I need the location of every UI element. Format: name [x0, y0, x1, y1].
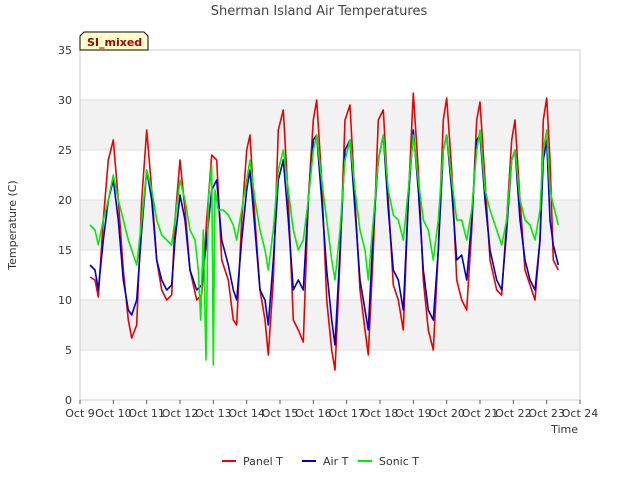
legend-label-sonic-t: Sonic T: [379, 455, 419, 468]
y-tick-label: 30: [58, 94, 72, 107]
x-tick-label: Oct 24: [562, 407, 599, 420]
badge-background: [79, 31, 149, 51]
x-tick-label: Oct 17: [328, 407, 365, 420]
badge-label: SI_mixed: [87, 36, 142, 49]
y-tick-label: 15: [58, 244, 72, 257]
legend: Panel T Air T Sonic T: [222, 455, 419, 468]
x-tick-label: Oct 12: [162, 407, 199, 420]
y-tick-label: 35: [58, 44, 72, 57]
y-tick-label: 0: [65, 394, 72, 407]
series-layer: [89, 92, 560, 371]
grid-band: [80, 100, 580, 150]
x-tick-label: Oct 10: [95, 407, 132, 420]
x-axis-label: Time: [550, 423, 578, 436]
site-badge: SI_mixed: [79, 31, 149, 51]
x-tick-label: Oct 22: [495, 407, 532, 420]
y-tick-label: 5: [65, 344, 72, 357]
x-tick-label: Oct 21: [462, 407, 499, 420]
x-tick-label: Oct 15: [262, 407, 299, 420]
y-tick-label: 10: [58, 294, 72, 307]
x-tick-label: Oct 9: [65, 407, 95, 420]
y-axis-label: Temperature (C): [6, 180, 19, 270]
x-tick-label: Oct 14: [228, 407, 265, 420]
x-tick-label: Oct 20: [428, 407, 465, 420]
y-tick-label: 20: [58, 194, 72, 207]
y-axis: 0 5 10 15 20 25 30 35: [58, 44, 72, 407]
x-tick-label: Oct 18: [362, 407, 399, 420]
series-line-sonic-t: [89, 129, 560, 366]
x-tick-label: Oct 11: [128, 407, 165, 420]
series-line-panel-t: [89, 92, 560, 371]
x-tick-label: Oct 19: [395, 407, 432, 420]
y-tick-label: 25: [58, 144, 72, 157]
x-tick-label: Oct 13: [195, 407, 232, 420]
plot-frame: [79, 49, 581, 401]
legend-label-panel-t: Panel T: [243, 455, 283, 468]
chart-title: Sherman Island Air Temperatures: [211, 4, 428, 19]
x-tick-label: Oct 16: [295, 407, 332, 420]
legend-label-air-t: Air T: [323, 455, 349, 468]
x-tick-label: Oct 23: [528, 407, 565, 420]
